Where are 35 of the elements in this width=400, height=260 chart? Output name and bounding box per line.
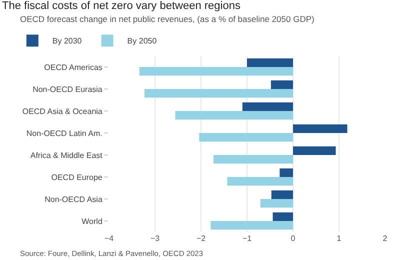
bar	[199, 133, 293, 142]
x-tick-label: −1	[242, 234, 252, 243]
x-tick-label: −2	[196, 234, 206, 243]
bar	[272, 212, 293, 221]
x-tick-label: −3	[150, 234, 160, 243]
bar	[293, 146, 336, 155]
bar	[247, 58, 293, 67]
x-tick-label: −4	[104, 234, 114, 243]
y-tick-label: Non-OECD Eurasia	[32, 84, 103, 94]
y-tick-label: OECD Europe	[51, 172, 103, 182]
bar	[293, 124, 348, 133]
y-tick-label: Non-OECD Latin Am.	[26, 128, 102, 138]
y-tick-label: World	[82, 216, 102, 226]
bar	[270, 80, 293, 89]
bar	[144, 89, 293, 98]
bar	[175, 111, 293, 120]
bar	[213, 155, 293, 164]
chart-subtitle: OECD forecast change in net public revenues, (as a % of baseline 2050 GDP)	[20, 14, 315, 24]
y-tick-label: OECD Asia & Oceania	[22, 106, 103, 116]
bar	[271, 190, 293, 199]
chart-title: The fiscal costs of net zero vary between regions	[2, 0, 241, 12]
bar	[210, 221, 293, 230]
x-tick-label: 1	[336, 234, 342, 243]
legend-label: By 2030	[52, 36, 82, 46]
bar	[242, 102, 293, 111]
x-tick-label: 0	[290, 234, 296, 243]
legend-label: By 2050	[127, 36, 158, 46]
y-tick-label: OECD Americas	[44, 62, 102, 72]
bar	[260, 199, 293, 208]
bar	[227, 177, 293, 186]
bar	[280, 168, 293, 177]
x-tick-label: 2	[382, 234, 388, 243]
y-tick-label: Non-OECD Asia	[44, 194, 103, 204]
bar	[139, 67, 293, 76]
y-tick-label: Africa & Middle East	[30, 150, 104, 160]
